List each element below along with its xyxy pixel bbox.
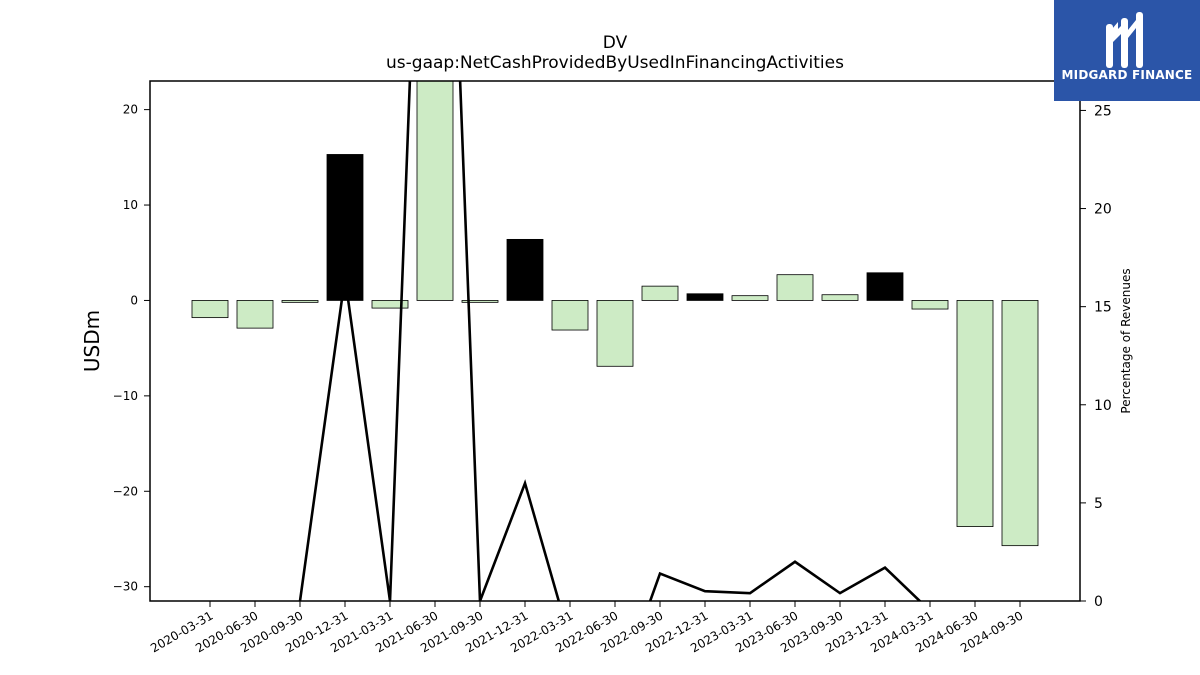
y2-tick-label: 10 [1094,398,1112,414]
bar-2022-06-30 [596,300,634,367]
bar-2023-06-30 [776,274,814,301]
bar-2021-12-31 [506,238,544,301]
y2-tick-label: 15 [1094,300,1112,316]
chart-subtitle: us-gaap:NetCashProvidedByUsedInFinancing… [386,53,844,73]
bar-2024-06-30 [956,300,994,527]
bar-2021-09-30 [461,300,499,303]
bar-2023-12-31 [866,272,904,301]
y2-tick-label: 25 [1094,103,1112,119]
midgard-m-logo-icon [1106,12,1143,68]
y2-tick-label: 0 [1094,594,1103,610]
y-axis-label: USDm [80,310,104,372]
y2-tick-label: 5 [1094,496,1103,512]
bar-2023-03-31 [731,295,769,301]
y-tick-label: −30 [113,580,138,594]
percentage-line [298,81,922,601]
y-tick-label: 20 [123,103,138,117]
y-tick-label: 10 [123,198,138,212]
bar-2022-03-31 [551,300,589,331]
logo-text: MIDGARD FINANCE [1061,68,1193,82]
y-tick-label: 0 [130,293,138,307]
bar-2021-03-31 [371,300,409,309]
bar-2023-09-30 [821,294,859,301]
y2-axis-label: Percentage of Revenues [1119,268,1133,413]
bar-2021-06-30 [416,81,454,301]
bar-2020-09-30 [281,300,319,303]
y-tick-label: −20 [113,484,138,498]
chart-title: DV [603,33,628,53]
bar-2020-12-31 [326,154,364,301]
bar-2020-06-30 [236,300,274,329]
y-tick-label: −10 [113,389,138,403]
midgard-finance-logo: MIDGARD FINANCE [1054,0,1200,101]
bar-2024-09-30 [1001,300,1039,547]
bar-2022-12-31 [686,293,724,301]
bar-2020-03-31 [191,300,229,319]
bar-2022-09-30 [641,285,679,301]
y2-tick-label: 20 [1094,202,1112,218]
bar-2024-03-31 [911,300,949,310]
